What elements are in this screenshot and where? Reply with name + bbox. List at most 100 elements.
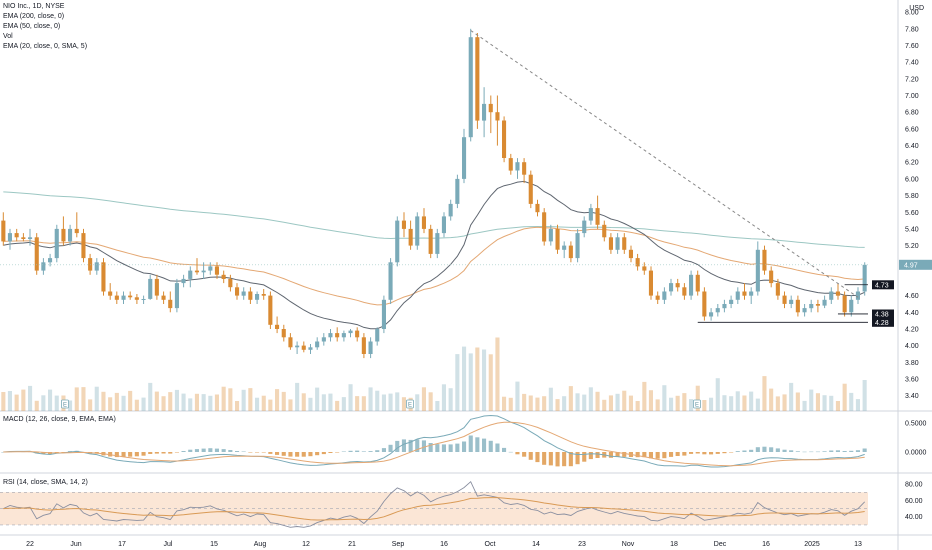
candle[interactable]	[208, 262, 213, 275]
candle[interactable]	[7, 228, 12, 250]
candle[interactable]	[829, 287, 834, 304]
candle[interactable]	[855, 287, 860, 304]
candle[interactable]	[842, 291, 847, 317]
candle[interactable]	[275, 316, 280, 334]
candle[interactable]	[181, 274, 186, 288]
candle[interactable]	[522, 158, 527, 184]
candle[interactable]	[535, 199, 540, 217]
candle[interactable]	[495, 95, 500, 146]
candle[interactable]	[742, 283, 747, 300]
candle[interactable]	[775, 278, 780, 300]
candle[interactable]	[528, 170, 533, 209]
candle[interactable]	[228, 274, 233, 292]
candle[interactable]	[281, 324, 286, 342]
candle[interactable]	[94, 258, 99, 275]
candle[interactable]	[88, 253, 93, 275]
candle[interactable]	[615, 233, 620, 254]
candle[interactable]	[588, 203, 593, 225]
candle[interactable]	[822, 295, 827, 309]
candle[interactable]	[508, 153, 513, 175]
rsi-ma-line[interactable]	[3, 497, 865, 521]
candle[interactable]	[34, 233, 39, 275]
candle[interactable]	[835, 283, 840, 300]
candle[interactable]	[435, 228, 440, 259]
candle[interactable]	[782, 291, 787, 309]
candle[interactable]	[261, 289, 266, 300]
candle[interactable]	[455, 174, 460, 209]
ema20-legend[interactable]: EMA (20, close, 0, SMA, 5)	[3, 43, 88, 50]
candle[interactable]	[301, 341, 306, 353]
candle[interactable]	[568, 241, 573, 263]
candlesticks[interactable]	[1, 28, 867, 359]
candle[interactable]	[141, 295, 146, 304]
candle[interactable]	[682, 283, 687, 300]
earnings-marker[interactable]: E	[406, 399, 414, 409]
earnings-marker[interactable]: E	[693, 399, 701, 409]
candle[interactable]	[555, 224, 560, 254]
candle[interactable]	[642, 262, 647, 275]
candle[interactable]	[48, 253, 53, 267]
candle[interactable]	[128, 291, 133, 300]
candle[interactable]	[582, 216, 587, 238]
candle[interactable]	[194, 258, 199, 275]
candle[interactable]	[648, 266, 653, 300]
candle[interactable]	[689, 270, 694, 300]
candle[interactable]	[268, 291, 273, 330]
candle[interactable]	[168, 291, 173, 313]
candle[interactable]	[101, 258, 106, 296]
candle[interactable]	[114, 291, 119, 305]
earnings-marker[interactable]: E	[61, 399, 69, 409]
rsi-line[interactable]	[3, 480, 866, 528]
candle[interactable]	[769, 266, 774, 288]
candle[interactable]	[675, 278, 680, 292]
candle[interactable]	[408, 220, 413, 250]
candle[interactable]	[548, 224, 553, 246]
rsi-legend-label[interactable]: RSI (14, close, SMA, 14, 2)	[3, 479, 88, 486]
candle[interactable]	[502, 116, 507, 163]
candle[interactable]	[562, 241, 567, 259]
candle[interactable]	[368, 337, 373, 359]
candle[interactable]	[174, 278, 179, 313]
candle[interactable]	[475, 33, 480, 129]
candle[interactable]	[542, 208, 547, 246]
candle[interactable]	[1, 212, 6, 246]
macd-signal-line[interactable]	[3, 421, 865, 467]
candle[interactable]	[415, 212, 420, 250]
candle[interactable]	[602, 220, 607, 242]
candle[interactable]	[849, 295, 854, 317]
candle[interactable]	[628, 245, 633, 263]
candle[interactable]	[81, 228, 86, 263]
candle[interactable]	[348, 329, 353, 338]
candle[interactable]	[762, 245, 767, 275]
candle[interactable]	[381, 295, 386, 334]
candle[interactable]	[802, 304, 807, 317]
candle[interactable]	[188, 266, 193, 288]
candle[interactable]	[361, 333, 366, 359]
ema50-legend[interactable]: EMA (50, close, 0)	[3, 23, 61, 30]
candle[interactable]	[515, 158, 520, 179]
candle[interactable]	[669, 278, 674, 296]
candle[interactable]	[321, 333, 326, 346]
candle[interactable]	[722, 299, 727, 313]
candle[interactable]	[575, 228, 580, 263]
candle[interactable]	[54, 224, 59, 263]
candle[interactable]	[862, 262, 867, 296]
candle[interactable]	[428, 224, 433, 259]
candle[interactable]	[68, 224, 73, 246]
vol-legend[interactable]: Vol	[3, 33, 13, 40]
candle[interactable]	[622, 233, 627, 254]
ema200-line[interactable]	[3, 191, 865, 248]
candle[interactable]	[595, 195, 600, 229]
candle[interactable]	[441, 212, 446, 238]
candle[interactable]	[235, 283, 240, 300]
candle[interactable]	[702, 287, 707, 321]
trend-lines[interactable]	[0, 30, 868, 323]
candle[interactable]	[295, 341, 300, 355]
candle[interactable]	[255, 291, 260, 305]
candle[interactable]	[755, 241, 760, 296]
candle[interactable]	[308, 344, 313, 354]
candle[interactable]	[715, 304, 720, 317]
candle[interactable]	[395, 216, 400, 267]
trend-line-down[interactable]	[470, 30, 859, 298]
